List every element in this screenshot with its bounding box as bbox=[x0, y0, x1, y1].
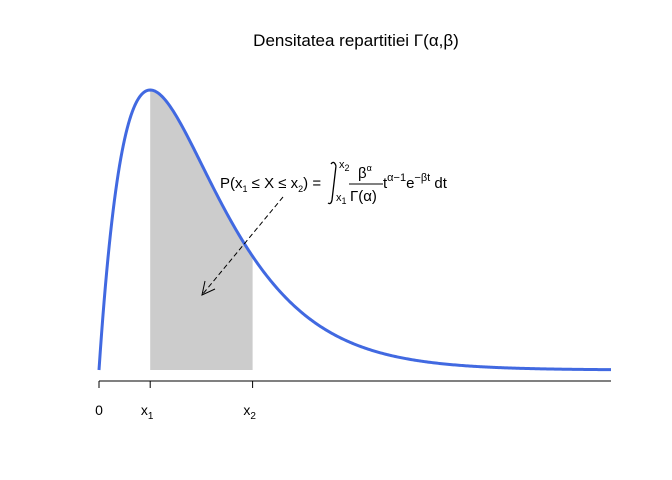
x-tick-label-2: x2 bbox=[243, 402, 256, 422]
probability-shaded-area bbox=[150, 90, 253, 370]
annotation-integrand: tα−1e−βt dt bbox=[383, 172, 448, 192]
x-tick-label-0: 0 bbox=[95, 402, 103, 418]
chart-title: Densitatea repartitiei Γ(α,β) bbox=[253, 31, 459, 50]
x-ticks: 0 x1 x2 bbox=[95, 381, 256, 422]
fraction-denominator: Γ(α) bbox=[350, 188, 377, 205]
fraction-numerator: βα bbox=[358, 163, 372, 182]
probability-annotation: P(x1 ≤ X ≤ x2) = x2 x1 βα Γ(α) tα−1e−βt … bbox=[220, 159, 448, 206]
x-tick-label-1: x1 bbox=[141, 402, 154, 422]
annotation-arrow bbox=[201, 196, 284, 296]
annotation-lhs: P(x1 ≤ X ≤ x2) = bbox=[220, 175, 321, 194]
integral-upper-limit: x2 bbox=[339, 159, 350, 173]
density-curve bbox=[97, 88, 612, 372]
integral-lower-limit: x1 bbox=[336, 192, 347, 206]
integral-sign bbox=[327, 161, 337, 205]
